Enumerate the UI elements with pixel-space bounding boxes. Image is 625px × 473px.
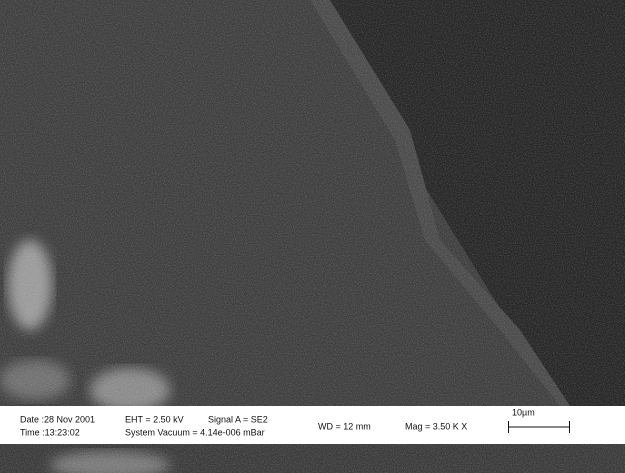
date: Date :28 Nov 2001 xyxy=(20,414,95,424)
sem-screenshot: Date :28 Nov 2001 Time :13:23:02 EHT = 2… xyxy=(0,0,625,473)
magnification: Mag = 3.50 K X xyxy=(405,421,467,431)
signal: Signal A = SE2 xyxy=(208,414,268,424)
time: Time :13:23:02 xyxy=(20,427,80,437)
eht: EHT = 2.50 kV xyxy=(125,414,184,424)
scale-bar-label: 10µm xyxy=(512,407,535,417)
micrograph-bottom xyxy=(0,444,625,473)
micrograph xyxy=(0,0,625,412)
working-distance: WD = 12 mm xyxy=(318,421,371,431)
vacuum: System Vacuum = 4.14e-006 mBar xyxy=(125,427,265,437)
